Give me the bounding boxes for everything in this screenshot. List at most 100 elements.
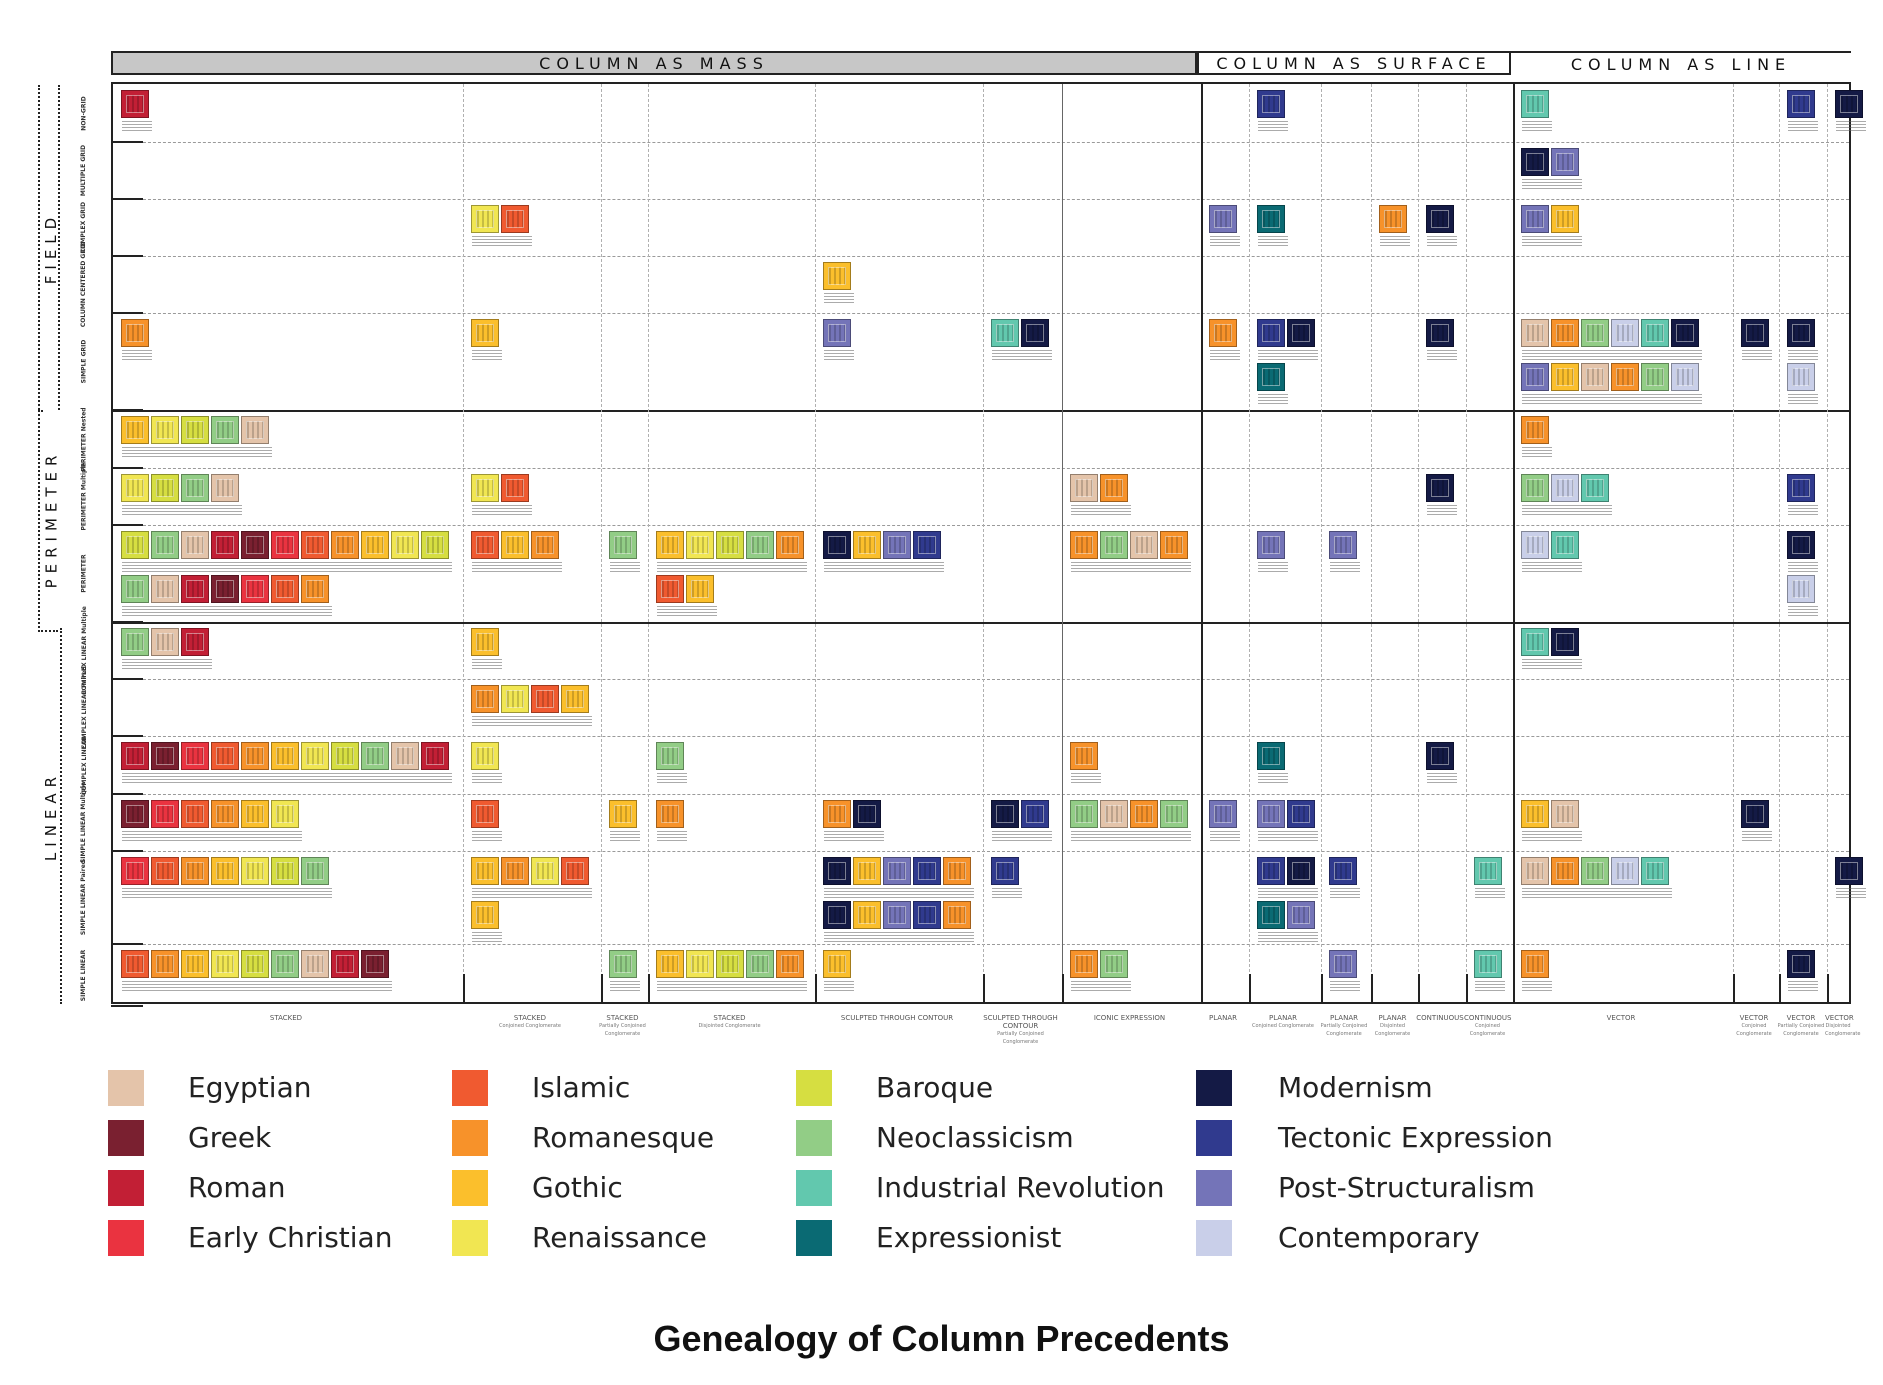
- precedent-thumbnail[interactable]: [1257, 742, 1288, 783]
- precedent-thumbnail[interactable]: [501, 857, 532, 898]
- precedent-thumbnail[interactable]: [181, 950, 212, 991]
- precedent-thumbnail[interactable]: [331, 742, 362, 783]
- precedent-thumbnail[interactable]: [1070, 800, 1101, 841]
- precedent-thumbnail[interactable]: [211, 474, 242, 515]
- precedent-thumbnail[interactable]: [271, 800, 302, 841]
- precedent-thumbnail[interactable]: [1257, 800, 1288, 841]
- precedent-thumbnail[interactable]: [1130, 531, 1161, 572]
- precedent-thumbnail[interactable]: [361, 950, 392, 991]
- precedent-thumbnail[interactable]: [1741, 319, 1772, 360]
- precedent-thumbnail[interactable]: [241, 950, 272, 991]
- precedent-thumbnail[interactable]: [1070, 531, 1101, 572]
- precedent-thumbnail[interactable]: [531, 857, 562, 898]
- precedent-thumbnail[interactable]: [1160, 800, 1191, 841]
- precedent-thumbnail[interactable]: [471, 800, 502, 841]
- precedent-thumbnail[interactable]: [121, 416, 152, 457]
- precedent-thumbnail[interactable]: [1209, 800, 1240, 841]
- precedent-thumbnail[interactable]: [271, 742, 302, 783]
- precedent-thumbnail[interactable]: [531, 531, 562, 572]
- precedent-thumbnail[interactable]: [1521, 857, 1552, 898]
- precedent-thumbnail[interactable]: [151, 857, 182, 898]
- precedent-thumbnail[interactable]: [776, 531, 807, 572]
- precedent-thumbnail[interactable]: [656, 575, 687, 616]
- precedent-thumbnail[interactable]: [391, 742, 422, 783]
- precedent-thumbnail[interactable]: [1257, 319, 1288, 360]
- precedent-thumbnail[interactable]: [121, 575, 152, 616]
- precedent-thumbnail[interactable]: [1521, 416, 1552, 457]
- precedent-thumbnail[interactable]: [181, 575, 212, 616]
- precedent-thumbnail[interactable]: [211, 531, 242, 572]
- precedent-thumbnail[interactable]: [471, 205, 502, 246]
- precedent-thumbnail[interactable]: [331, 531, 362, 572]
- precedent-thumbnail[interactable]: [301, 857, 332, 898]
- precedent-thumbnail[interactable]: [301, 742, 332, 783]
- precedent-thumbnail[interactable]: [1521, 205, 1552, 246]
- precedent-thumbnail[interactable]: [1741, 800, 1772, 841]
- precedent-thumbnail[interactable]: [1329, 531, 1360, 572]
- precedent-thumbnail[interactable]: [1426, 742, 1457, 783]
- precedent-thumbnail[interactable]: [181, 742, 212, 783]
- precedent-thumbnail[interactable]: [1287, 901, 1318, 942]
- precedent-thumbnail[interactable]: [421, 531, 452, 572]
- precedent-thumbnail[interactable]: [1521, 531, 1552, 572]
- precedent-thumbnail[interactable]: [151, 531, 182, 572]
- precedent-thumbnail[interactable]: [883, 531, 914, 572]
- precedent-thumbnail[interactable]: [561, 857, 592, 898]
- precedent-thumbnail[interactable]: [1551, 319, 1582, 360]
- precedent-thumbnail[interactable]: [776, 950, 807, 991]
- precedent-thumbnail[interactable]: [121, 742, 152, 783]
- precedent-thumbnail[interactable]: [1787, 531, 1818, 572]
- precedent-thumbnail[interactable]: [991, 319, 1022, 360]
- precedent-thumbnail[interactable]: [471, 857, 502, 898]
- precedent-thumbnail[interactable]: [913, 857, 944, 898]
- precedent-thumbnail[interactable]: [1257, 901, 1288, 942]
- precedent-thumbnail[interactable]: [1671, 319, 1702, 360]
- precedent-thumbnail[interactable]: [1070, 474, 1101, 515]
- precedent-thumbnail[interactable]: [561, 685, 592, 726]
- precedent-thumbnail[interactable]: [1787, 363, 1818, 404]
- precedent-thumbnail[interactable]: [501, 474, 532, 515]
- precedent-thumbnail[interactable]: [211, 742, 242, 783]
- precedent-thumbnail[interactable]: [943, 857, 974, 898]
- precedent-thumbnail[interactable]: [151, 575, 182, 616]
- precedent-thumbnail[interactable]: [609, 950, 640, 991]
- precedent-thumbnail[interactable]: [1209, 205, 1240, 246]
- precedent-thumbnail[interactable]: [823, 262, 854, 303]
- precedent-thumbnail[interactable]: [271, 950, 302, 991]
- precedent-thumbnail[interactable]: [1426, 205, 1457, 246]
- precedent-thumbnail[interactable]: [181, 416, 212, 457]
- precedent-thumbnail[interactable]: [609, 531, 640, 572]
- precedent-thumbnail[interactable]: [1641, 319, 1672, 360]
- precedent-thumbnail[interactable]: [1611, 857, 1642, 898]
- precedent-thumbnail[interactable]: [121, 90, 152, 131]
- precedent-thumbnail[interactable]: [301, 575, 332, 616]
- precedent-thumbnail[interactable]: [853, 800, 884, 841]
- precedent-thumbnail[interactable]: [1551, 531, 1582, 572]
- precedent-thumbnail[interactable]: [1551, 628, 1582, 669]
- precedent-thumbnail[interactable]: [151, 800, 182, 841]
- precedent-thumbnail[interactable]: [1551, 857, 1582, 898]
- precedent-thumbnail[interactable]: [121, 531, 152, 572]
- precedent-thumbnail[interactable]: [1581, 319, 1612, 360]
- precedent-thumbnail[interactable]: [271, 857, 302, 898]
- precedent-thumbnail[interactable]: [716, 531, 747, 572]
- precedent-thumbnail[interactable]: [501, 685, 532, 726]
- precedent-thumbnail[interactable]: [1100, 531, 1131, 572]
- precedent-thumbnail[interactable]: [1581, 857, 1612, 898]
- precedent-thumbnail[interactable]: [1329, 950, 1360, 991]
- precedent-thumbnail[interactable]: [823, 531, 854, 572]
- precedent-thumbnail[interactable]: [1287, 319, 1318, 360]
- precedent-thumbnail[interactable]: [656, 800, 687, 841]
- precedent-thumbnail[interactable]: [501, 205, 532, 246]
- precedent-thumbnail[interactable]: [1787, 90, 1818, 131]
- precedent-thumbnail[interactable]: [531, 685, 562, 726]
- precedent-thumbnail[interactable]: [656, 950, 687, 991]
- precedent-thumbnail[interactable]: [609, 800, 640, 841]
- precedent-thumbnail[interactable]: [151, 950, 182, 991]
- precedent-thumbnail[interactable]: [746, 531, 777, 572]
- precedent-thumbnail[interactable]: [1787, 319, 1818, 360]
- precedent-thumbnail[interactable]: [1581, 363, 1612, 404]
- precedent-thumbnail[interactable]: [1641, 363, 1672, 404]
- precedent-thumbnail[interactable]: [1257, 363, 1288, 404]
- precedent-thumbnail[interactable]: [241, 800, 272, 841]
